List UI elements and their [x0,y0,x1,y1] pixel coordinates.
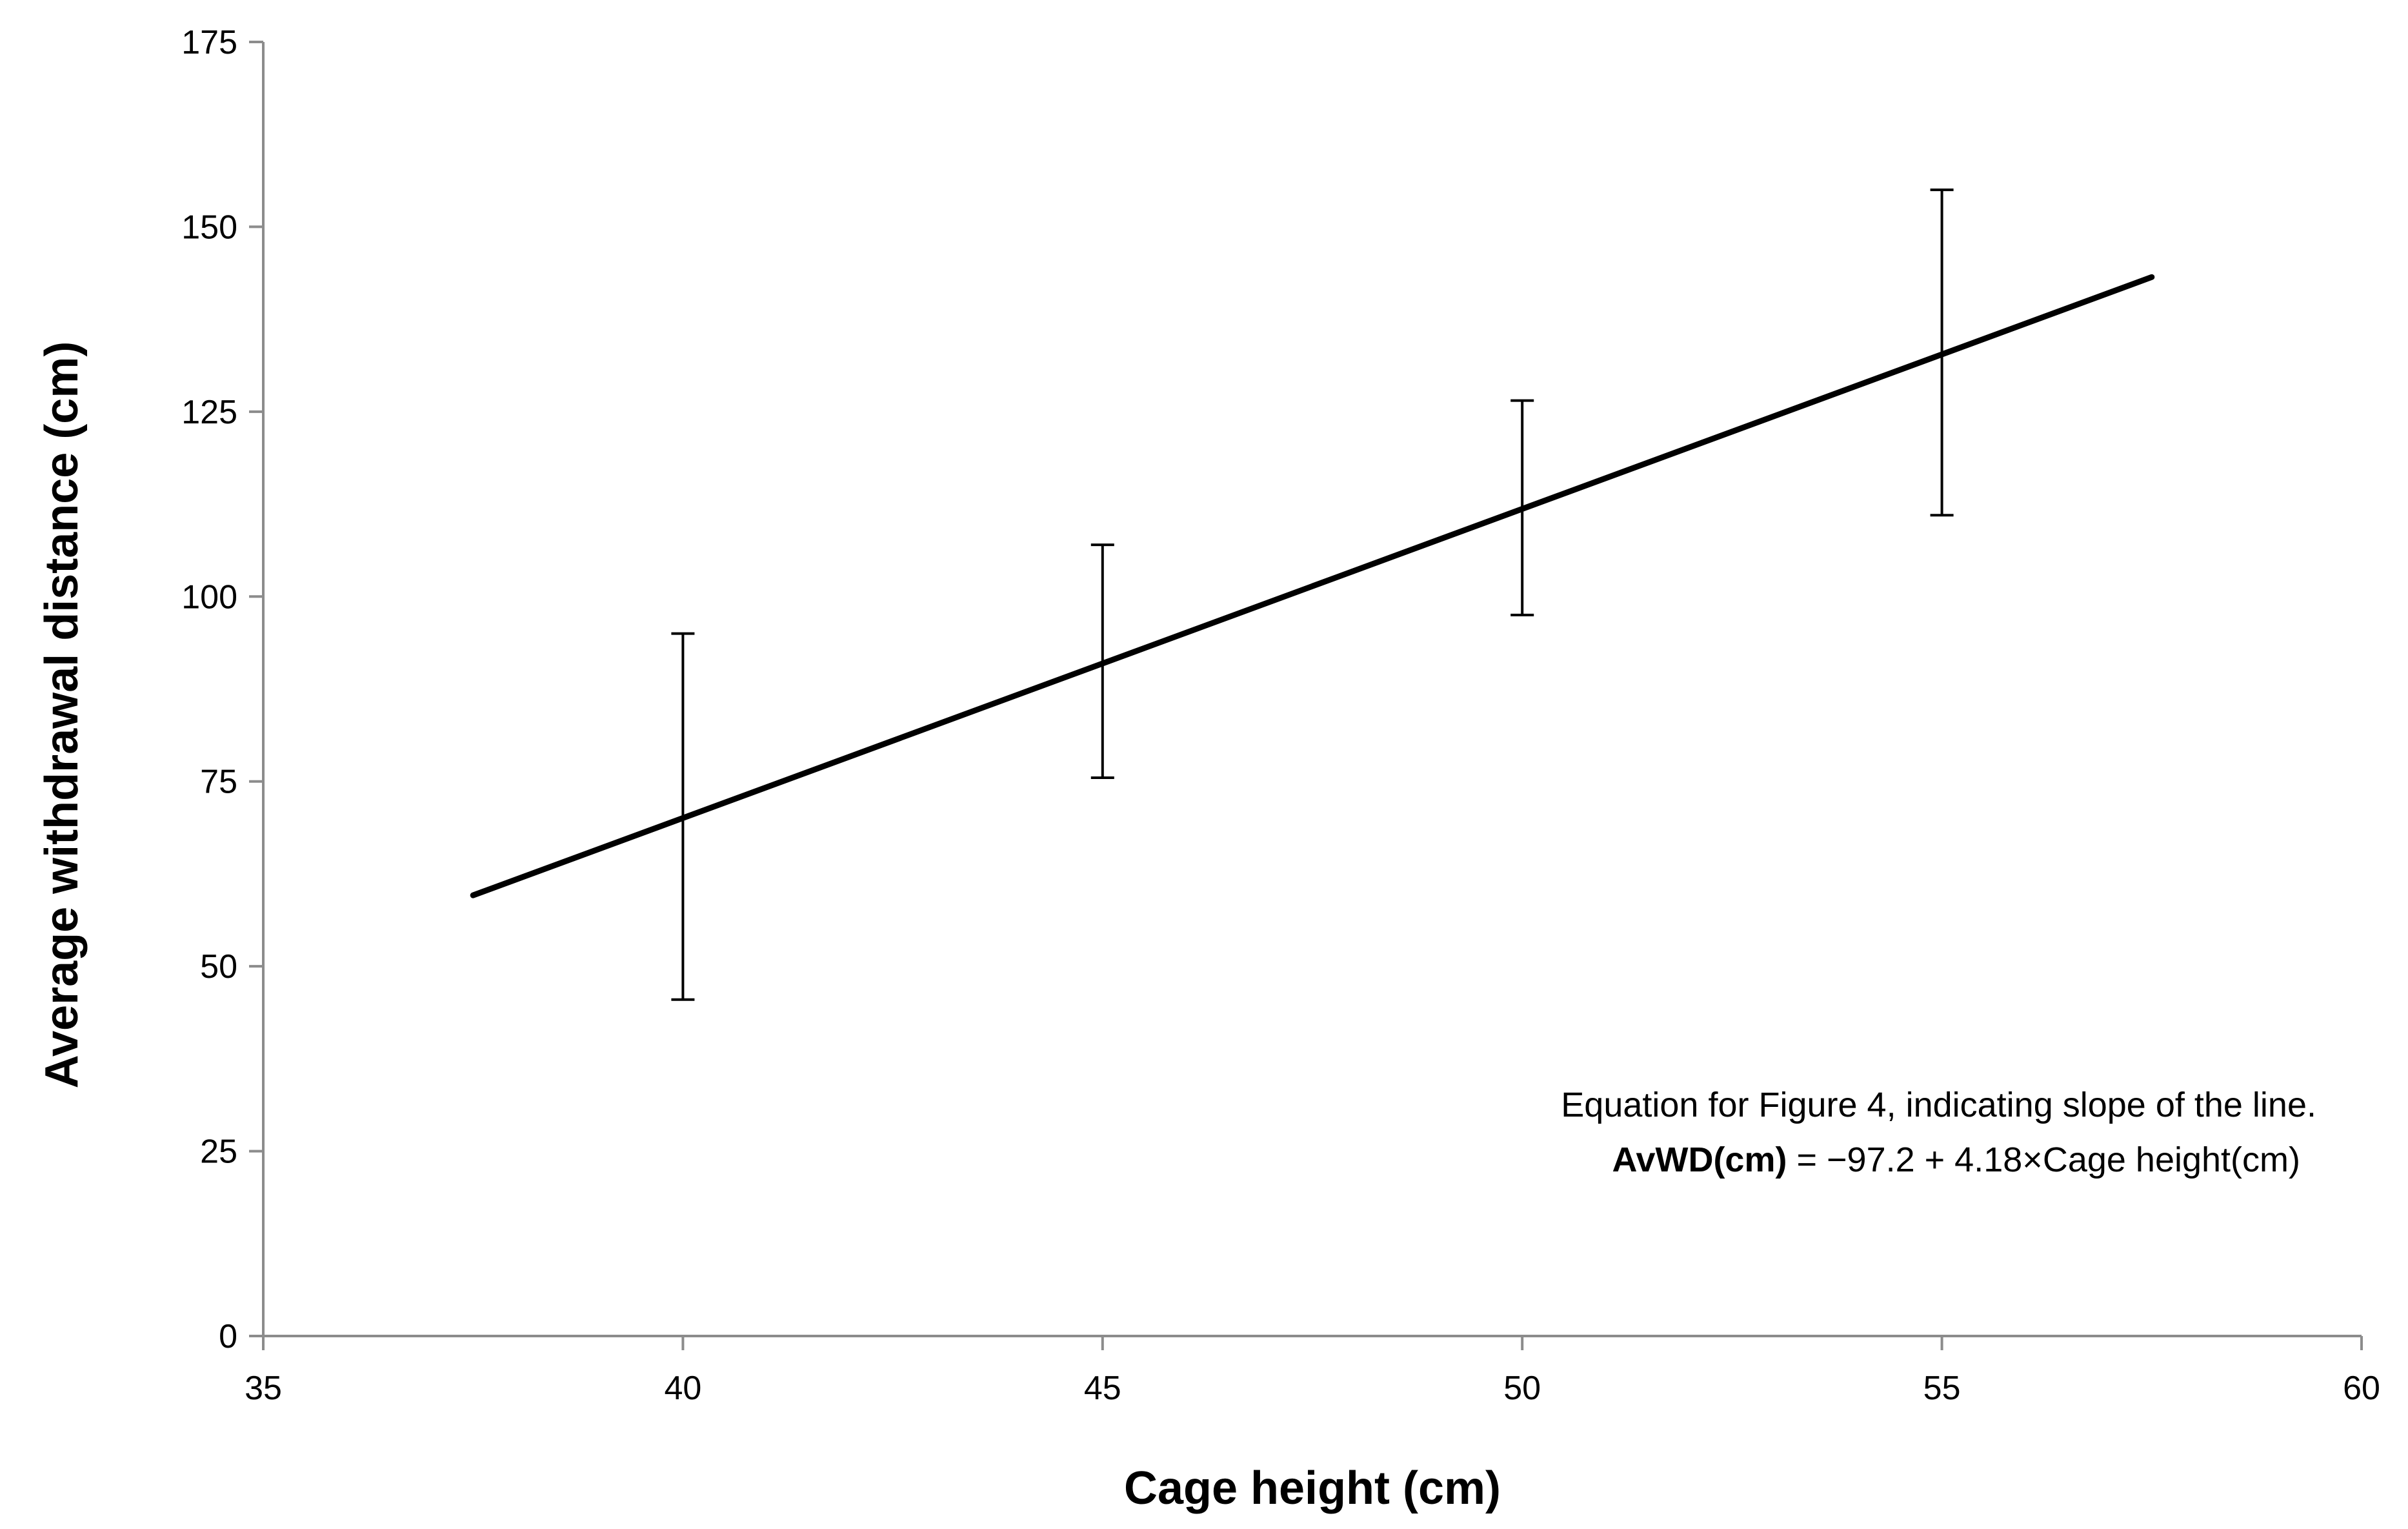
x-tick-label: 50 [1503,1370,1541,1407]
x-axis-ticks: 35 40 45 50 55 60 [245,1336,2380,1407]
y-tick-label: 125 [181,394,237,431]
y-tick-label: 75 [200,764,237,801]
x-tick-label: 40 [664,1370,701,1407]
annotation-equation: AvWD(cm) = −97.2 + 4.18×Cage height(cm) [1612,1140,2300,1179]
annotation-line-1: Equation for Figure 4, indicating slope … [1561,1086,2316,1124]
y-axis-title: Average withdrawal distance (cm) [36,341,88,1089]
series [470,274,2155,898]
x-tick-label: 35 [245,1370,282,1407]
y-tick-label: 0 [219,1318,237,1355]
axes [262,42,2362,1337]
x-tick-label: 45 [1084,1370,1121,1407]
y-tick-label: 100 [181,578,237,616]
y-tick-label: 25 [200,1133,237,1171]
y-axis-ticks: 0 25 50 75 100 125 150 175 [181,24,263,1355]
y-tick-label: 50 [200,948,237,986]
series-line [470,274,2155,898]
annotation-equation-lhs: AvWD(cm) [1612,1140,1787,1179]
x-axis-title: Cage height (cm) [1124,1463,1501,1514]
y-tick-label: 175 [181,24,237,61]
y-tick-label: 150 [181,208,237,246]
error-bars [671,188,1954,1001]
x-tick-label: 60 [2343,1370,2380,1407]
x-tick-label: 55 [1923,1370,1961,1407]
annotation-equation-rhs: = −97.2 + 4.18×Cage height(cm) [1787,1140,2300,1179]
